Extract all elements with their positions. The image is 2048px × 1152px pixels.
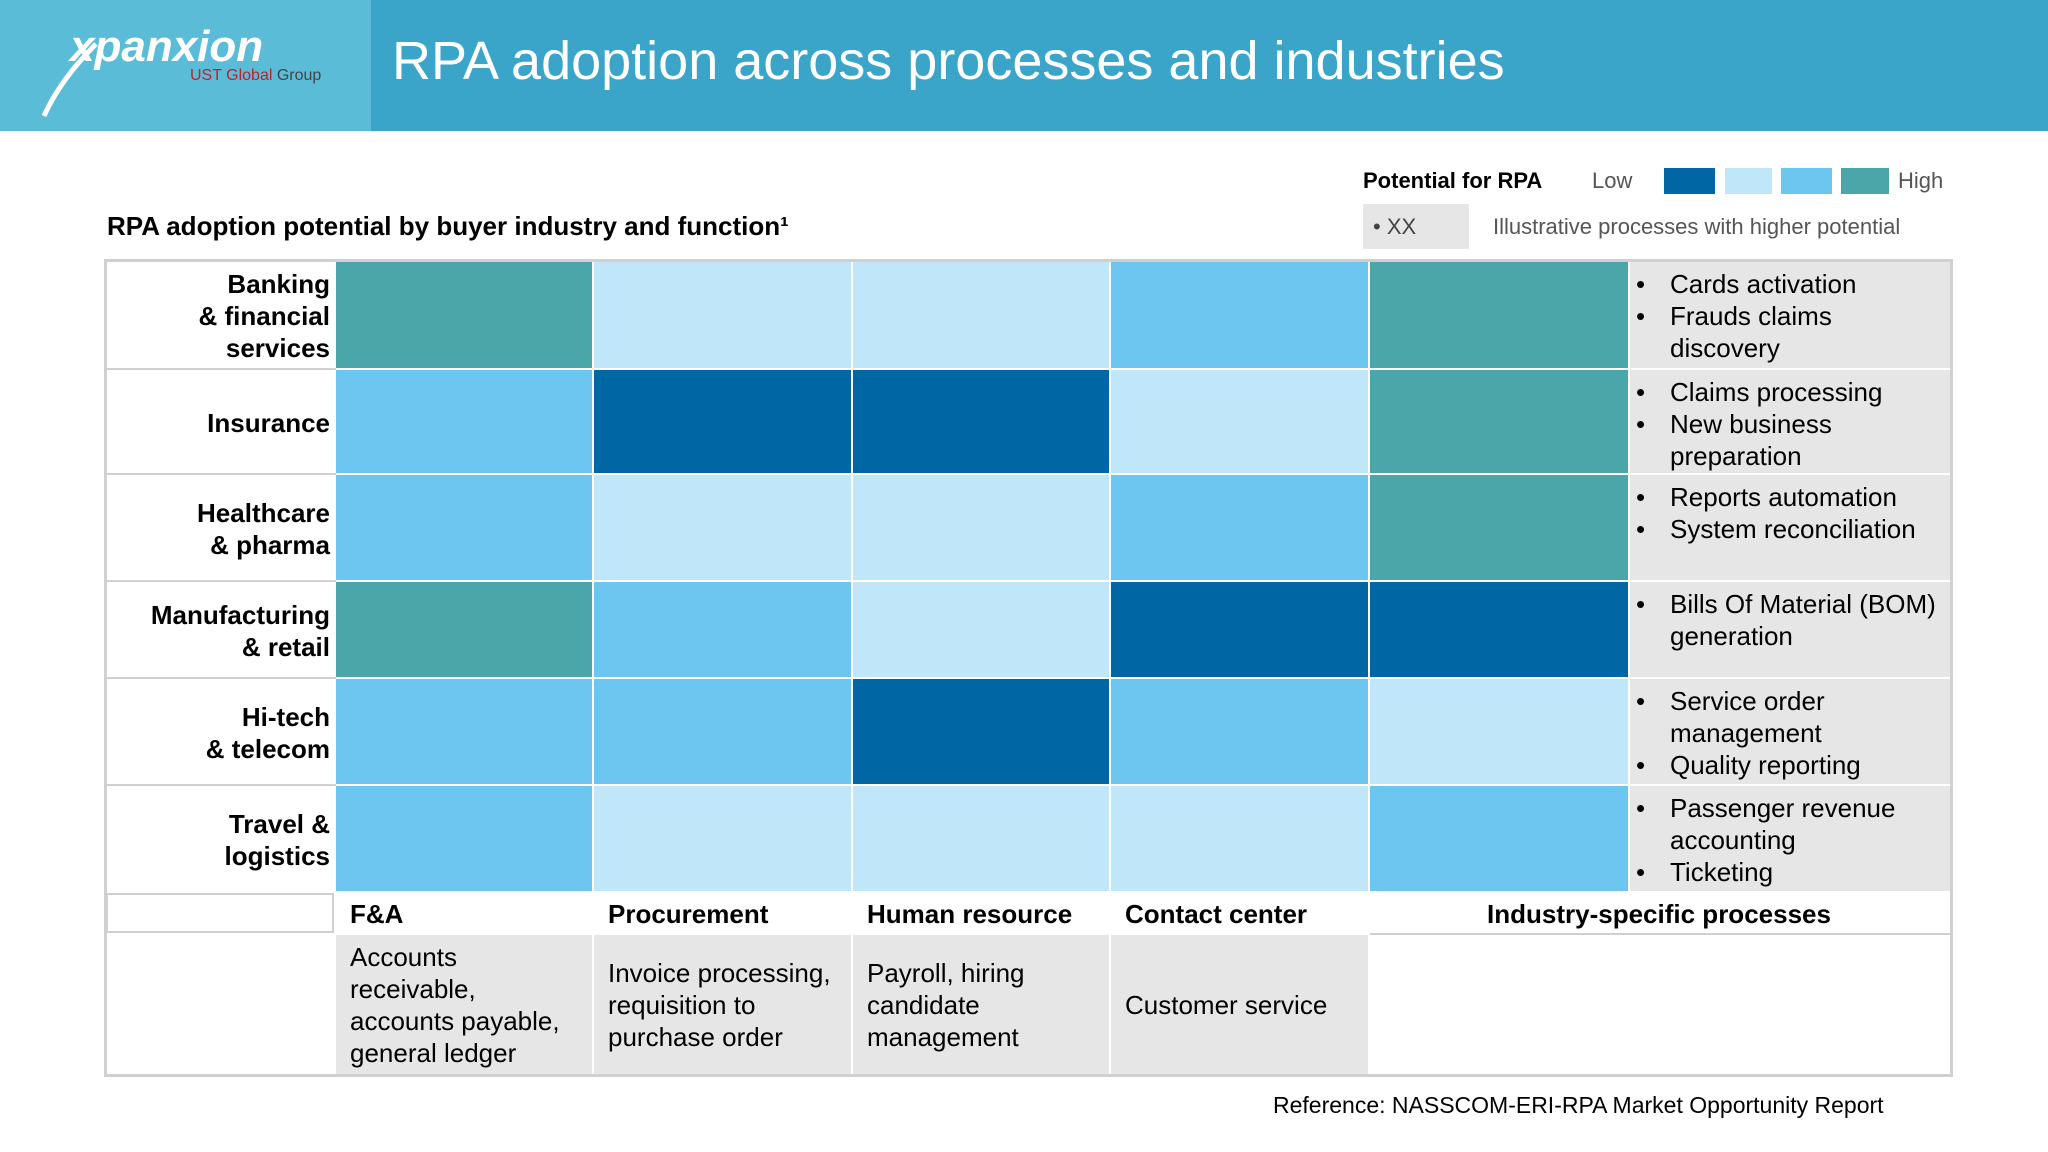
row-label: Insurance [207, 407, 330, 438]
heat-cell [1111, 262, 1368, 368]
heat-cell [853, 786, 1109, 891]
process-item: New business preparation [1636, 408, 1942, 472]
row-divider [106, 368, 336, 370]
column-header: Human resource [867, 899, 1073, 929]
column-header: F&A [350, 899, 404, 929]
process-item: Frauds claims discovery [1636, 300, 1942, 364]
heat-cell [853, 475, 1109, 580]
heat-cell [594, 262, 851, 368]
column-header: Industry-specific processes [1487, 899, 1831, 929]
logo-tag-grey: Group [276, 67, 322, 84]
heat-cell [594, 582, 851, 677]
row-divider [106, 677, 336, 679]
column-description: Invoice processing, requisition to purch… [594, 935, 851, 1074]
heat-cell [336, 370, 592, 473]
logo-tag-red: UST Global [190, 67, 273, 84]
heat-cell [594, 475, 851, 580]
heat-cell [1111, 786, 1368, 891]
col-header-empty [106, 893, 334, 933]
logo-text: xpanxion [70, 22, 264, 71]
process-item: System reconciliation [1636, 513, 1942, 545]
process-list: Reports automationSystem reconciliation [1630, 475, 1950, 580]
process-item: Service order management [1636, 685, 1942, 749]
process-item: Reports automation [1636, 481, 1942, 513]
process-item: Passenger revenue accounting [1636, 792, 1942, 856]
legend-swatch [1841, 168, 1889, 194]
heat-cell [853, 679, 1109, 784]
heat-cell [336, 679, 592, 784]
row-divider [106, 473, 336, 475]
legend-example: • XX [1363, 204, 1469, 249]
process-list: Passenger revenue accountingTicketing [1630, 786, 1950, 891]
process-item: Bills Of Material (BOM) generation [1636, 588, 1942, 652]
bottom-divider [1370, 933, 1950, 935]
row-divider [106, 784, 336, 786]
heat-cell [1370, 786, 1628, 891]
title: RPA adoption across processes and indust… [392, 31, 1505, 91]
heat-cell [594, 679, 851, 784]
heat-cell [336, 475, 592, 580]
column-description: Payroll, hiring candidate management [853, 935, 1109, 1074]
heat-cell [1111, 370, 1368, 473]
legend-swatch [1781, 168, 1832, 194]
row-label: Banking & financial services [198, 269, 330, 363]
process-item: Quality reporting [1636, 749, 1942, 781]
row-label: Travel & logistics [224, 808, 330, 871]
heat-cell [594, 786, 851, 891]
logo: xpanxion UST Global Group [0, 0, 371, 131]
heat-cell [336, 262, 592, 368]
heat-cell [853, 582, 1109, 677]
legend-example-text: Illustrative processes with higher poten… [1493, 214, 1901, 239]
heat-cell [1111, 475, 1368, 580]
heat-cell [1370, 262, 1628, 368]
column-description: Customer service [1111, 935, 1368, 1074]
legend-high: High [1898, 168, 1944, 193]
table-border [104, 259, 1953, 1077]
process-list: Cards activationFrauds claims discovery [1630, 262, 1950, 368]
process-item: Cards activation [1636, 268, 1942, 300]
column-description: Accounts receivable, accounts payable, g… [336, 935, 592, 1074]
row-label: Healthcare & pharma [197, 497, 330, 560]
heat-cell [594, 370, 851, 473]
heat-cell [1370, 582, 1628, 677]
heat-cell [1370, 475, 1628, 580]
heat-cell [853, 370, 1109, 473]
heat-cell [1370, 679, 1628, 784]
heat-cell [1111, 679, 1368, 784]
legend-swatch [1725, 168, 1772, 194]
process-list: Service order managementQuality reportin… [1630, 679, 1950, 784]
heat-cell [336, 582, 592, 677]
process-item: Ticketing [1636, 856, 1942, 888]
legend-title: Potential for RPA [1363, 168, 1543, 193]
row-label: Manufacturing & retail [150, 599, 330, 662]
legend-low: Low [1592, 168, 1633, 193]
process-item: Claims processing [1636, 376, 1942, 408]
logo-tag: UST Global Group [190, 67, 321, 85]
reference: Reference: NASSCOM-ERI-RPA Market Opport… [1273, 1092, 1884, 1118]
column-header: Procurement [608, 899, 769, 929]
heat-cell [1111, 582, 1368, 677]
heat-cell [336, 786, 592, 891]
legend-swatch [1664, 168, 1715, 194]
process-list: Claims processingNew business preparatio… [1630, 370, 1950, 473]
subtitle: RPA adoption potential by buyer industry… [107, 211, 789, 241]
process-list: Bills Of Material (BOM) generation [1630, 582, 1950, 677]
heat-cell [1370, 370, 1628, 473]
heat-cell [853, 262, 1109, 368]
column-header: Contact center [1125, 899, 1308, 929]
row-divider [106, 580, 336, 582]
row-label: Hi-tech & telecom [205, 701, 330, 764]
logo-swoosh [41, 42, 98, 118]
